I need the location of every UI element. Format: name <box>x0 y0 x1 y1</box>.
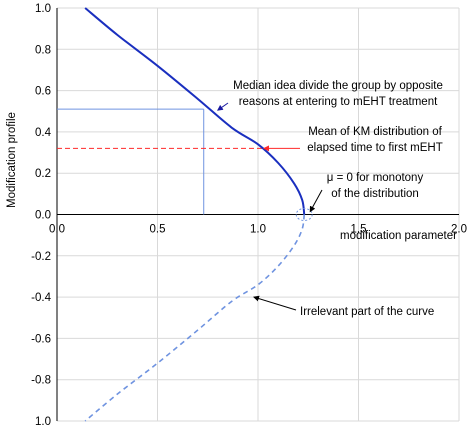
y-tick-label: -0.2 <box>31 251 51 263</box>
monotony-annotation-line: of the distribution <box>331 188 419 200</box>
mean-annotation-line: Mean of KM distribution of <box>308 126 442 138</box>
y-tick-label: 0.8 <box>35 44 51 56</box>
y-tick-label: 1.0 <box>35 416 51 428</box>
turning-point-marker <box>295 208 313 221</box>
irrelevant-arrow <box>253 295 297 311</box>
irrelevant-annotation-line: Irrelevant part of the curve <box>300 306 434 318</box>
y-axis-label: Modification profile <box>6 112 18 208</box>
annotations: Median idea divide the group by opposite… <box>216 80 443 318</box>
median-annotation: Median idea divide the group by opposite… <box>233 80 443 108</box>
monotony-annotation: μ = 0 for monotony of the distribution <box>327 172 424 200</box>
median-annotation-line: Median idea divide the group by opposite <box>233 80 443 92</box>
irrelevant-annotation: Irrelevant part of the curve <box>300 306 434 318</box>
axes <box>56 8 459 421</box>
x-tick-label: 1.0 <box>250 224 266 236</box>
curves <box>84 7 313 422</box>
y-tick-label: 0.6 <box>35 86 51 98</box>
mean-annotation: Mean of KM distribution of elapsed time t… <box>307 126 442 154</box>
monotony-arrow <box>309 189 323 213</box>
x-tick-label: 1.5 <box>351 224 367 236</box>
curve-dashed <box>84 214 306 422</box>
y-tick-label: -0.8 <box>31 375 51 387</box>
y-tick-label: 1.0 <box>35 3 51 15</box>
y-tick-label: -0.6 <box>31 333 51 345</box>
curve-solid <box>84 7 306 215</box>
median-annotation-line: reasons at entering to mEHT treatment <box>239 96 438 108</box>
y-tick-label: 0.4 <box>35 127 52 139</box>
y-tick-label: 0.2 <box>35 168 51 180</box>
x-tick-label: 2.0 <box>451 224 467 236</box>
reference-lines <box>57 108 265 215</box>
x-tick-label: 0.5 <box>150 224 166 236</box>
y-tick-label: 0.0 <box>35 210 51 222</box>
tick-labels: 1.0 0.8 0.6 0.4 0.2 0.0 -0.2 -0.4 -0.6 -0.8 1.0 0.0… <box>31 3 467 428</box>
y-tick-label: -0.4 <box>31 292 51 304</box>
x-tick-label: 0.0 <box>49 224 65 236</box>
median-arrow <box>216 102 229 111</box>
gridlines <box>57 7 460 422</box>
monotony-annotation-line: μ = 0 for monotony <box>327 172 424 184</box>
mean-annotation-line: elapsed time to first mEHT <box>307 142 442 154</box>
x-axis-label: modification parameter <box>340 230 457 242</box>
